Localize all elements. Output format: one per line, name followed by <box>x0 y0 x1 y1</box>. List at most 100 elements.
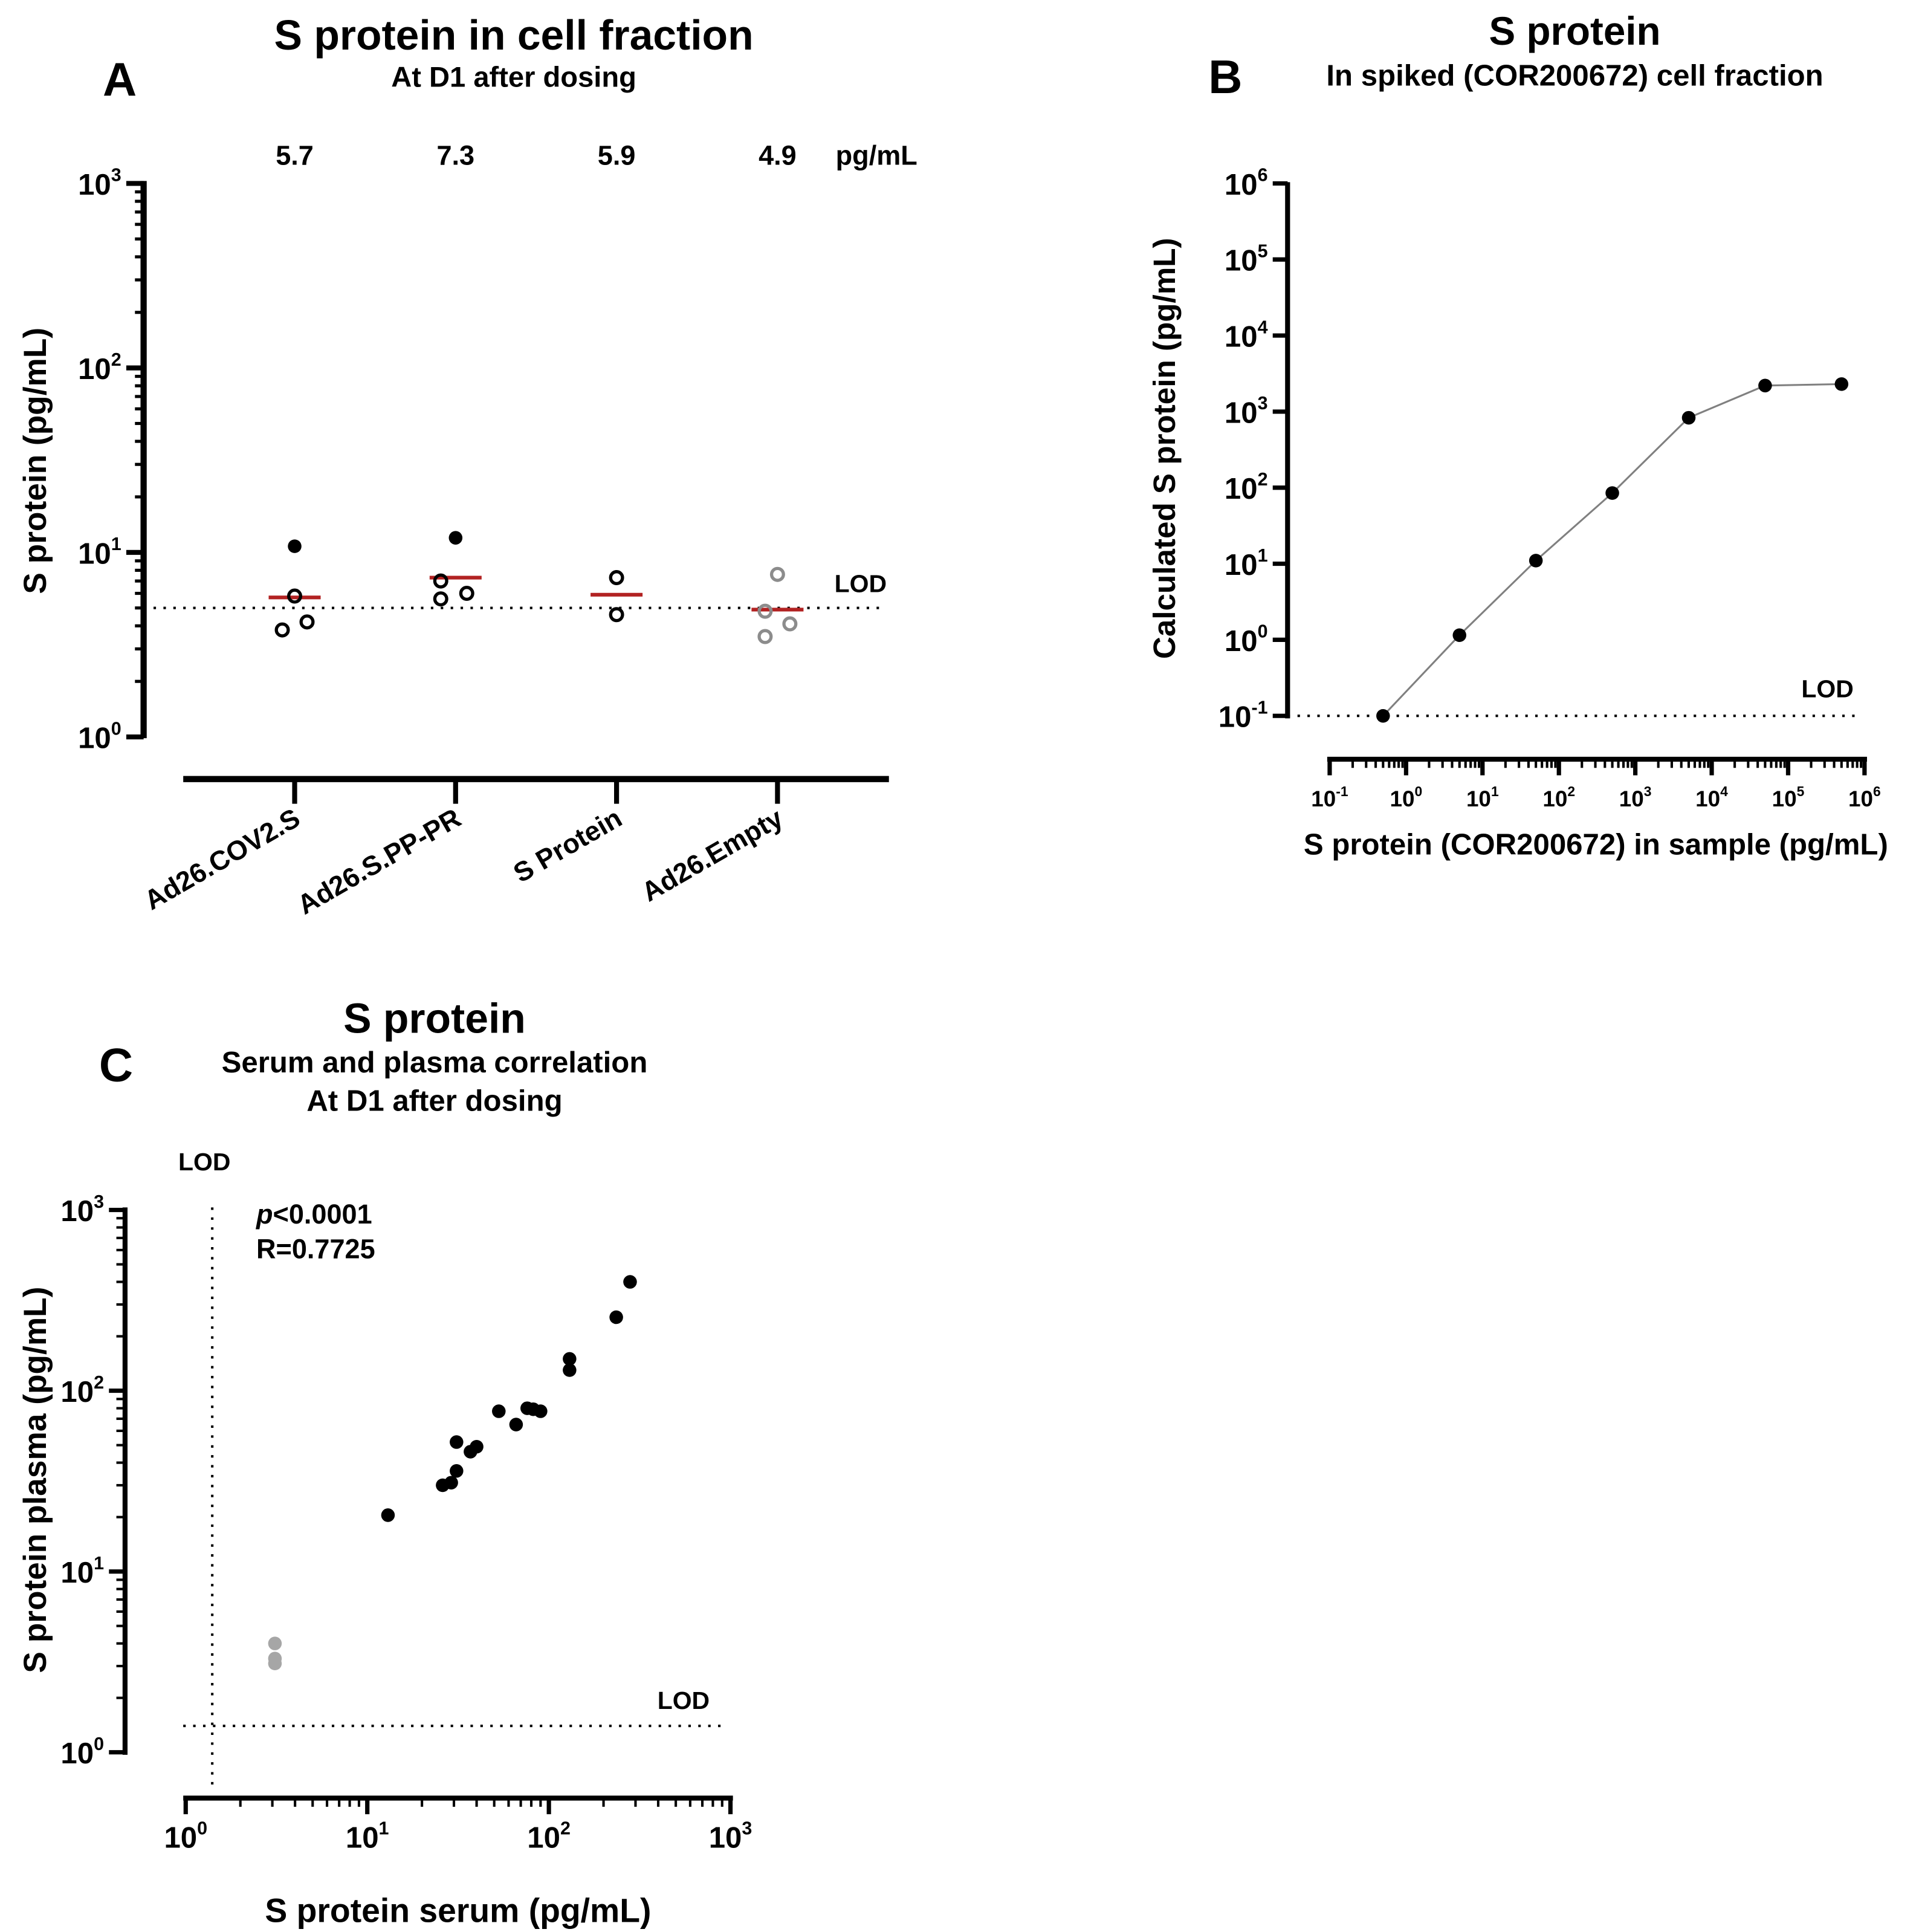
panel-b-x-tick-label: 103 <box>1619 783 1652 811</box>
panel-a-y-tick-label-base: 10 <box>78 168 111 201</box>
panel-c-x-tick-label-base: 10 <box>709 1821 742 1854</box>
panel-a: A S protein in cell fraction At D1 after… <box>18 11 917 920</box>
panel-b-point <box>1681 410 1696 425</box>
panel-c-point <box>534 1404 548 1418</box>
panel-a-median-value-label: 7.3 <box>436 140 474 171</box>
panel-a-y-tick-label-exponent: 3 <box>111 165 121 186</box>
panel-b-x-tick-label-exponent: 2 <box>1567 783 1575 799</box>
panel-b-point <box>1529 554 1543 568</box>
panel-c-y-tick-label: 100 <box>60 1734 104 1770</box>
panel-b-x-tick-label-base: 10 <box>1466 786 1491 811</box>
panel-b-y-tick-label-exponent: 5 <box>1258 241 1268 262</box>
panel-b-x-tick-label-exponent: 1 <box>1491 783 1499 799</box>
panel-a-point-open <box>609 570 624 586</box>
panel-c-point <box>492 1404 506 1418</box>
panel-a-y-tick-label-exponent: 0 <box>111 718 121 739</box>
panel-c-x-tick-label: 100 <box>164 1818 207 1854</box>
panel-b-y-tick-label-exponent: 0 <box>1258 621 1268 642</box>
panel-c-x-tick-label: 101 <box>346 1818 389 1854</box>
panel-c-y-tick-label: 103 <box>60 1191 104 1228</box>
panel-b-x-tick-label: 10-1 <box>1311 783 1348 811</box>
panel-a-point-open <box>782 616 798 632</box>
panel-b-point <box>1452 628 1467 643</box>
panel-c-point-below-lod <box>268 1636 282 1650</box>
panel-a-y-tick-label: 101 <box>78 534 121 570</box>
panel-a-y-tick-label: 103 <box>78 165 121 201</box>
panel-b-y-tick-label: 106 <box>1225 165 1268 201</box>
panel-a-y-tick-label-exponent: 2 <box>111 349 121 370</box>
panel-b-y-tick-label: 103 <box>1225 393 1268 429</box>
panel-b-y-tick-label-base: 10 <box>1225 320 1258 354</box>
panel-a-y-tick-label-base: 10 <box>78 721 111 754</box>
panel-c-lod-y-label: LOD <box>658 1687 710 1714</box>
panel-c-y-tick-label-base: 10 <box>60 1556 94 1589</box>
panel-a-x-category-label: S Protein <box>508 802 627 889</box>
panel-b-y-tick-label-exponent: 4 <box>1258 317 1268 337</box>
panel-b-y-tick-label-exponent: -1 <box>1251 698 1267 718</box>
panel-b-y-tick-label-base: 10 <box>1225 624 1258 658</box>
panel-b-x-tick-label: 104 <box>1695 783 1728 811</box>
panel-b-point <box>1758 378 1772 393</box>
panel-b-y-tick-label: 105 <box>1225 241 1268 277</box>
panel-a-point-open <box>757 629 773 644</box>
panel-b-y-tick-label-base: 10 <box>1225 548 1258 582</box>
panel-c-x-tick-label: 103 <box>709 1818 752 1854</box>
panel-c-x-ticks: 100 101 102 103 <box>164 1798 752 1854</box>
panel-c-point <box>609 1310 623 1324</box>
panel-a-title: S protein in cell fraction <box>274 11 754 59</box>
panel-b-subtitle: In spiked (COR200672) cell fraction <box>1326 59 1823 92</box>
panel-b-data-points <box>1376 377 1849 723</box>
panel-b-x-tick-label-base: 10 <box>1619 786 1644 811</box>
panel-b-y-tick-label-base: 10 <box>1225 396 1258 429</box>
panel-b-y-tick-label-base: 10 <box>1225 168 1258 201</box>
panel-b-x-tick-label-base: 10 <box>1542 786 1567 811</box>
panel-c-x-tick-label-exponent: 2 <box>560 1818 571 1838</box>
panel-a-y-tick-label: 102 <box>78 349 121 386</box>
panel-b-y-tick-label: 100 <box>1225 621 1268 658</box>
panel-a-data-points <box>274 531 798 644</box>
panel-b-y-tick-label: 102 <box>1225 469 1268 505</box>
panel-c-subtitle: Serum and plasma correlation <box>222 1046 648 1079</box>
panel-c-x-tick-label: 102 <box>527 1818 571 1854</box>
panel-b-title: S protein <box>1489 9 1661 53</box>
panel-c-lod-x-label: LOD <box>178 1148 230 1176</box>
panel-c-y-tick-label-base: 10 <box>60 1375 94 1408</box>
panel-c-y-tick-label-exponent: 0 <box>94 1734 104 1754</box>
panel-c-point <box>450 1435 464 1449</box>
panel-b-y-tick-label-exponent: 1 <box>1258 545 1268 566</box>
panel-b-y-tick-label-base: 10 <box>1225 244 1258 277</box>
panel-c-y-tick-label-exponent: 1 <box>94 1553 104 1574</box>
panel-c-y-tick-label-base: 10 <box>60 1195 94 1228</box>
panel-b-y-tick-label-base: 10 <box>1218 701 1252 734</box>
panel-c-x-tick-label-base: 10 <box>346 1821 379 1854</box>
panel-c-point <box>381 1508 395 1522</box>
panel-b-x-tick-label: 106 <box>1848 783 1881 811</box>
panel-a-point-open <box>433 573 448 589</box>
panel-c-y-tick-label-exponent: 2 <box>94 1372 104 1393</box>
panel-b: B S protein In spiked (COR200672) cell f… <box>1147 9 1888 861</box>
panel-b-x-tick-label-exponent: -1 <box>1336 783 1348 799</box>
panel-a-unit-label: pg/mL <box>836 140 917 171</box>
panel-a-median-value-label: 4.9 <box>759 140 797 171</box>
panel-c-subtitle-2: At D1 after dosing <box>306 1084 562 1118</box>
panel-a-point-open <box>299 614 315 630</box>
panel-b-point <box>1605 486 1619 500</box>
panel-b-x-tick-label-base: 10 <box>1772 786 1797 811</box>
panel-c-x-tick-label-exponent: 0 <box>197 1818 207 1838</box>
panel-b-y-tick-label-exponent: 6 <box>1258 165 1268 186</box>
panel-a-subtitle: At D1 after dosing <box>391 61 636 93</box>
panel-b-y-tick-label-base: 10 <box>1225 472 1258 505</box>
panel-b-x-tick-label: 100 <box>1390 783 1423 811</box>
panel-b-x-tick-label-base: 10 <box>1848 786 1873 811</box>
panel-a-point-open <box>433 591 448 607</box>
panel-b-y-tick-label: 10-1 <box>1218 698 1268 734</box>
panel-c-r-value: R=0.7725 <box>256 1233 375 1264</box>
panel-b-y-axis-label: Calculated S protein (pg/mL) <box>1147 238 1182 659</box>
panel-c-point <box>623 1275 637 1289</box>
panel-b-x-tick-label-exponent: 6 <box>1873 783 1881 799</box>
panel-b-x-tick-label-base: 10 <box>1390 786 1415 811</box>
panel-a-point-open <box>287 588 303 604</box>
